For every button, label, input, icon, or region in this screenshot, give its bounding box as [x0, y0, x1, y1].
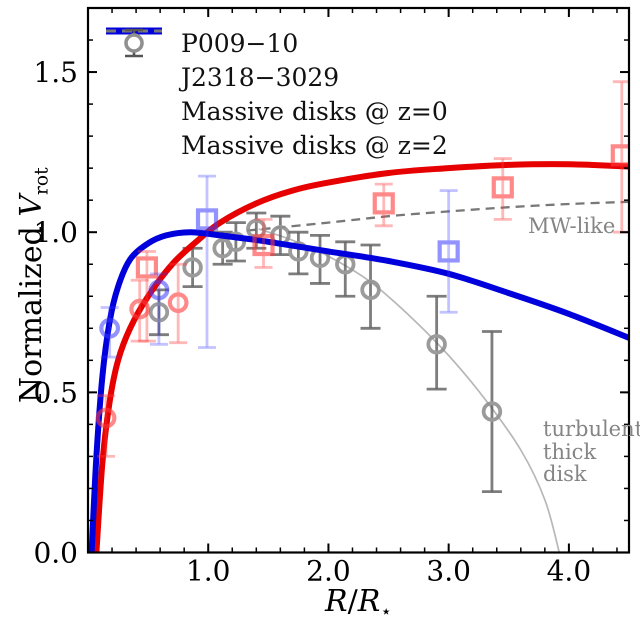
y-tick-label: 0.5 [33, 376, 78, 409]
annotation-mw-like: MW-like [528, 214, 616, 238]
data-point [481, 330, 503, 494]
x-tick-label: 3.0 [426, 555, 471, 588]
data-point [195, 174, 219, 349]
massive-disks-z0-dashed-line [246, 200, 629, 232]
data-point [491, 157, 514, 221]
data-point [99, 306, 121, 359]
legend-label: Massive disks @ z=2 [181, 130, 448, 160]
x-tick-label: 4.0 [547, 555, 592, 588]
x-axis-title-subscript: ⋆ [380, 601, 392, 623]
legend-label: J2318−3029 [181, 62, 340, 92]
data-point [148, 272, 170, 346]
turbulent-thick-disk-curve [258, 228, 561, 553]
y-axis-title-prefix: Normalized [13, 226, 49, 404]
plot-area [88, 80, 629, 553]
legend: P009−10 J2318−3029 Massive disks @ z=0 [104, 26, 448, 162]
annotation-turbulent-thick-disk: turbulent thick disk [543, 418, 640, 486]
y-tick-label: 0.0 [33, 537, 78, 570]
annotation-turbulent-line2: thick disk [543, 439, 597, 487]
marker-series-gray [148, 211, 503, 494]
data-point [426, 294, 447, 391]
legend-item-massive-disks-z0: Massive disks @ z=0 [104, 29, 448, 128]
x-tick-label: 1.0 [186, 555, 231, 588]
marker-series-blue [195, 174, 460, 349]
p009-10-model-curve [93, 161, 629, 553]
x-axis-title-slash: / [347, 584, 358, 619]
data-point [335, 240, 356, 298]
legend-label: Massive disks @ z=0 [181, 96, 448, 126]
legend-item-j2318-3029: J2318−3029 [104, 27, 448, 94]
axes-frame [86, 6, 631, 554]
j2318-3029-model-curve [88, 229, 629, 553]
x-axis-title-numerator: R [325, 584, 348, 619]
x-axis-title-denominator: R [357, 584, 381, 619]
y-tick-label: 1.0 [33, 216, 78, 249]
data-point [95, 394, 117, 458]
marker-series-red [95, 262, 189, 458]
y-tick-label: 1.5 [33, 56, 78, 89]
annotation-turbulent-line1: turbulent [543, 417, 640, 441]
data-point [288, 230, 309, 276]
data-point [135, 250, 159, 343]
data-point [252, 217, 275, 269]
y-axis-title-subscript: rot [31, 167, 53, 195]
data-point [225, 221, 247, 263]
data-point [129, 278, 151, 343]
y-axis-title-variable: V [13, 194, 49, 217]
data-point [372, 182, 395, 228]
data-point [437, 189, 460, 314]
x-tick-label: 2.0 [306, 555, 351, 588]
marker-series-red [135, 80, 629, 343]
marker-series-blue [99, 272, 170, 359]
data-point [167, 262, 189, 345]
data-point [309, 234, 331, 285]
legend-item-massive-disks-z2: Massive disks @ z=2 [104, 28, 448, 162]
axis-ticks [88, 8, 629, 554]
legend-label: P009−10 [181, 28, 299, 58]
x-axis-title: R/R⋆ [88, 584, 629, 623]
y-axis-title: Normalized Vrot [14, 155, 53, 415]
